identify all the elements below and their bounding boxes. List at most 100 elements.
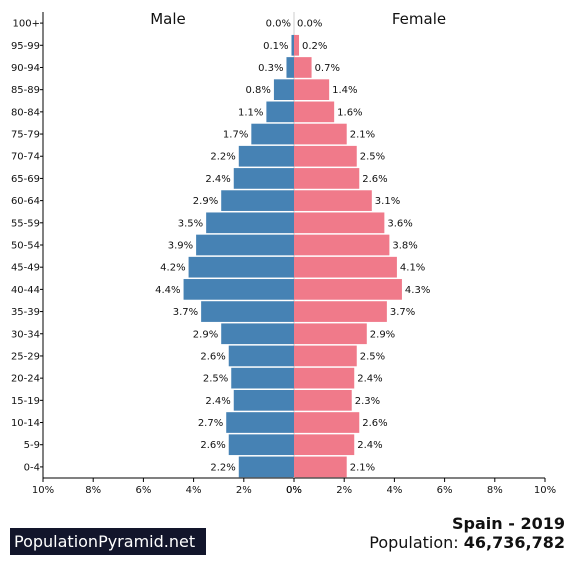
male-bar: [251, 123, 294, 145]
female-value-label: 1.4%: [332, 85, 357, 96]
male-value-label: 2.4%: [205, 174, 230, 185]
population-pyramid-chart: Male Female 0-4 2.2% 2.1% 5-9 2.6% 2.4% 10-14 2.7…: [11, 10, 556, 496]
female-value-label: 4.1%: [400, 263, 425, 274]
x-tick-label: 0%: [286, 485, 302, 496]
female-value-label: 4.3%: [405, 285, 430, 296]
age-group-label: 70-74: [11, 152, 40, 163]
male-value-label: 0.8%: [246, 85, 271, 96]
male-label: Male: [150, 10, 186, 28]
x-tick-label: 6%: [135, 485, 151, 496]
male-value-label: 2.4%: [205, 396, 230, 407]
age-group-label: 45-49: [11, 263, 40, 274]
female-bar: [294, 101, 335, 123]
male-value-label: 2.6%: [200, 440, 225, 451]
male-bar: [238, 456, 294, 478]
female-value-label: 2.1%: [350, 130, 375, 141]
female-bar: [294, 279, 402, 300]
female-value-label: 3.8%: [392, 241, 417, 252]
male-value-label: 0.1%: [263, 41, 288, 52]
female-bar: [294, 234, 390, 256]
age-group-label: 80-84: [11, 107, 40, 118]
male-value-label: 2.2%: [210, 152, 235, 163]
age-group-label: 5-9: [24, 440, 40, 451]
male-value-label: 0.0%: [266, 19, 291, 30]
male-value-label: 2.5%: [203, 374, 228, 385]
male-bar: [233, 168, 294, 189]
female-value-label: 2.6%: [362, 418, 387, 429]
female-bar: [294, 323, 367, 345]
population-total: Population: 46,736,782: [369, 533, 565, 552]
male-value-label: 2.6%: [200, 351, 225, 362]
male-bar: [291, 34, 294, 56]
male-value-label: 2.9%: [193, 196, 218, 207]
female-bar: [294, 34, 300, 56]
age-group-label: 85-89: [11, 85, 40, 96]
male-value-label: 4.4%: [155, 285, 180, 296]
male-bar: [273, 79, 294, 101]
age-group-label: 75-79: [11, 130, 40, 141]
population-value: 46,736,782: [463, 533, 565, 552]
female-value-label: 1.6%: [337, 107, 362, 118]
brand-logo[interactable]: PopulationPyramid.net: [10, 528, 206, 555]
female-bar: [294, 345, 357, 367]
male-bar: [221, 323, 294, 345]
female-value-label: 0.7%: [315, 63, 340, 74]
age-group-label: 15-19: [11, 396, 40, 407]
male-bar: [233, 389, 294, 411]
female-bar: [294, 79, 330, 101]
age-group-label: 95-99: [11, 41, 40, 52]
x-tick-label: 2%: [236, 485, 252, 496]
male-bar: [228, 434, 294, 456]
age-group-label: 35-39: [11, 307, 40, 318]
female-bar: [294, 168, 360, 189]
male-bar: [238, 145, 294, 167]
age-group-label: 20-24: [11, 374, 40, 385]
x-tick-label: 4%: [186, 485, 202, 496]
age-group-label: 55-59: [11, 218, 40, 229]
age-group-label: 0-4: [24, 462, 40, 473]
male-bar: [196, 234, 294, 256]
x-tick-label: 0%: [286, 485, 302, 496]
population-label: Population:: [369, 533, 459, 552]
male-value-label: 3.9%: [168, 241, 193, 252]
age-group-label: 50-54: [11, 241, 40, 252]
x-tick-label: 8%: [85, 485, 101, 496]
male-value-label: 2.2%: [210, 462, 235, 473]
female-bar: [294, 389, 352, 411]
female-value-label: 0.2%: [302, 41, 327, 52]
age-group-label: 100+: [13, 19, 40, 30]
age-group-label: 30-34: [11, 329, 40, 340]
male-value-label: 3.5%: [178, 218, 203, 229]
female-label: Female: [392, 10, 446, 28]
female-bar: [294, 367, 355, 389]
female-value-label: 3.7%: [390, 307, 415, 318]
x-tick-label: 8%: [487, 485, 503, 496]
male-value-label: 1.1%: [238, 107, 263, 118]
female-bar: [294, 256, 397, 278]
female-bar: [294, 456, 347, 478]
male-value-label: 3.7%: [173, 307, 198, 318]
female-value-label: 0.0%: [297, 19, 322, 30]
age-group-label: 90-94: [11, 63, 40, 74]
male-value-label: 4.2%: [160, 263, 185, 274]
age-group-label: 60-64: [11, 196, 40, 207]
country-year-title: Spain - 2019: [452, 514, 565, 533]
male-bar: [266, 101, 294, 123]
male-bar: [286, 57, 294, 78]
x-tick-label: 6%: [437, 485, 453, 496]
female-value-label: 2.9%: [370, 329, 395, 340]
male-bar: [226, 412, 294, 433]
female-bar: [294, 212, 385, 234]
male-bar: [231, 367, 294, 389]
male-value-label: 2.7%: [198, 418, 223, 429]
female-value-label: 2.3%: [355, 396, 380, 407]
male-bar: [221, 190, 294, 211]
female-value-label: 2.5%: [360, 152, 385, 163]
age-group-label: 40-44: [11, 285, 40, 296]
female-value-label: 2.4%: [357, 374, 382, 385]
female-value-label: 2.5%: [360, 351, 385, 362]
male-bar: [228, 345, 294, 367]
age-group-label: 10-14: [11, 418, 40, 429]
female-value-label: 2.1%: [350, 462, 375, 473]
female-bar: [294, 145, 357, 167]
